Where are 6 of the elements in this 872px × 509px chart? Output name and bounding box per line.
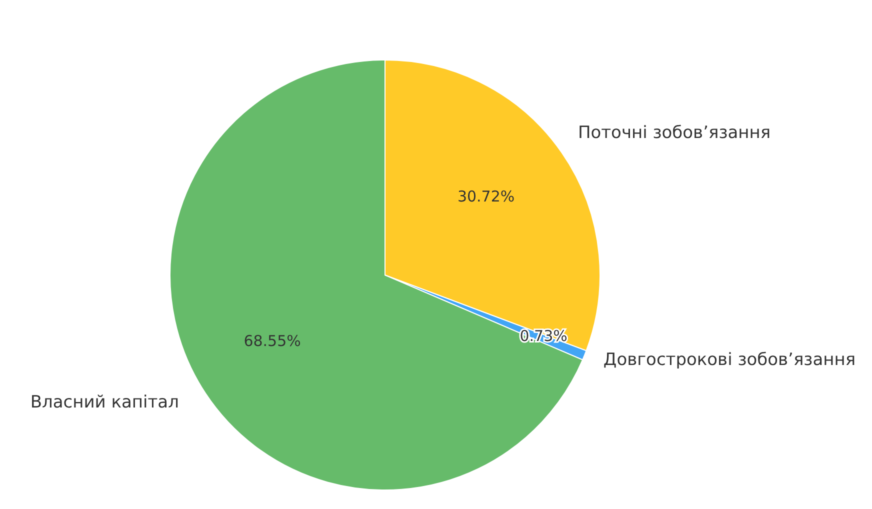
slice-label: Довгострокові зобов’язання <box>603 350 856 370</box>
slice-label: Поточні зобов’язання <box>578 122 771 143</box>
data-label: 68.55% <box>244 332 301 350</box>
data-label: 0.73% <box>520 326 568 345</box>
slice-label: Власний капітал <box>30 392 179 413</box>
data-label: 30.72% <box>457 188 515 206</box>
